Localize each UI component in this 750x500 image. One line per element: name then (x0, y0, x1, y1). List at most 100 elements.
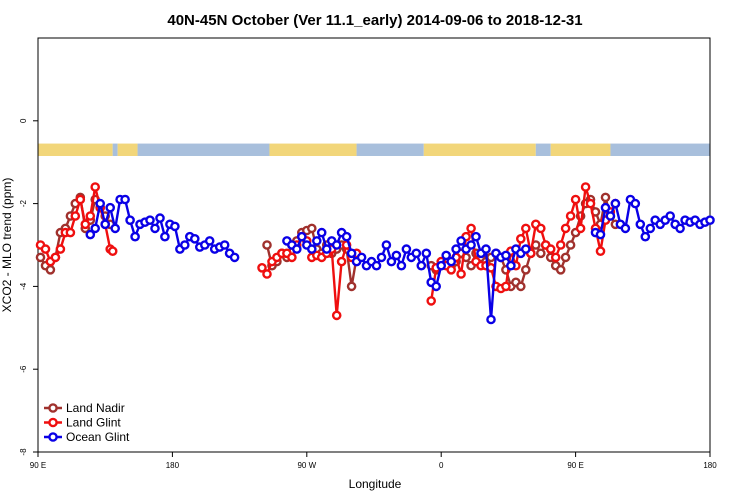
band-segment-ocean (535, 143, 551, 156)
data-point (257, 262, 267, 273)
y-tick-label: -2 (19, 199, 28, 207)
data-point (50, 252, 61, 263)
band-segment-ocean (356, 143, 424, 156)
data-point (120, 194, 130, 205)
data-point (229, 252, 240, 263)
y-tick-label: -6 (19, 365, 28, 373)
data-point (189, 233, 200, 244)
data-point (311, 236, 322, 246)
data-point (150, 223, 160, 234)
data-point (441, 250, 452, 261)
x-tick-label: 0 (439, 461, 444, 470)
data-point (471, 231, 481, 242)
data-point (555, 264, 566, 275)
y-tick-label: -4 (19, 282, 28, 290)
data-point (341, 231, 352, 242)
data-point (331, 240, 342, 250)
data-point (145, 215, 155, 225)
band-segment-land (550, 143, 611, 156)
plot-frame (37, 37, 711, 453)
data-point (665, 211, 676, 221)
data-point (130, 231, 140, 242)
data-point (262, 269, 272, 279)
series-line (430, 186, 617, 302)
series-ocean-glint (85, 194, 715, 325)
data-point (155, 213, 165, 223)
data-point (371, 260, 382, 271)
data-point (45, 264, 56, 275)
data-point (585, 198, 596, 209)
data-point (550, 252, 561, 263)
data-point (501, 281, 511, 292)
x-axis-label: Longitude (349, 477, 402, 491)
series-layer (35, 182, 715, 325)
data-point (640, 231, 651, 242)
data-point (600, 202, 611, 213)
band-segment-land (423, 143, 536, 156)
band-segment-ocean (137, 143, 270, 156)
data-point (536, 223, 546, 234)
data-point (40, 244, 51, 254)
data-point (595, 229, 606, 240)
data-point (481, 244, 491, 254)
data-point (291, 244, 302, 254)
data-point (416, 260, 427, 271)
legend-swatch-marker (48, 403, 58, 413)
band-segment-land (38, 143, 113, 156)
data-point (501, 250, 511, 261)
data-point (456, 236, 466, 246)
data-point (610, 198, 621, 209)
x-tick-label: 180 (703, 461, 717, 470)
data-point (565, 240, 576, 250)
data-point (605, 211, 616, 221)
data-point (466, 240, 476, 250)
y-tick-label: -8 (19, 448, 28, 456)
data-point (675, 223, 685, 234)
data-point (160, 231, 170, 242)
data-point (90, 223, 100, 234)
data-point (446, 256, 457, 267)
data-point (570, 194, 581, 205)
data-point (85, 211, 96, 221)
data-point (396, 260, 407, 271)
x-tick-label: 90 E (30, 461, 46, 470)
chart-title: 40N-45N October (Ver 11.1_early) 2014-09… (167, 12, 582, 29)
data-point (65, 227, 76, 238)
surface-type-band (38, 143, 710, 156)
data-point (555, 240, 566, 250)
band-segment-land (269, 143, 357, 156)
data-point (446, 264, 457, 275)
data-point (386, 256, 397, 267)
data-point (35, 252, 46, 263)
data-point (431, 281, 442, 292)
data-point (620, 223, 631, 234)
legend-swatch-marker (48, 432, 58, 442)
x-tick-label: 90 W (297, 461, 316, 470)
data-point (55, 244, 66, 254)
data-point (346, 248, 357, 259)
data-point (70, 211, 81, 221)
legend-swatch-marker (48, 417, 58, 428)
data-point (331, 310, 342, 321)
data-point (580, 182, 591, 192)
band-segment-land (117, 143, 138, 156)
data-point (635, 219, 646, 230)
data-point (516, 233, 526, 244)
data-point (521, 223, 531, 234)
data-point (451, 244, 461, 254)
data-point (705, 215, 715, 225)
data-point (110, 223, 120, 234)
data-point (421, 248, 432, 259)
data-point (219, 240, 230, 250)
data-point (125, 215, 135, 225)
legend-label: Land Glint (66, 416, 121, 430)
data-point (107, 246, 118, 256)
data-point (545, 244, 556, 254)
band-segment-ocean (112, 143, 118, 156)
data-point (204, 236, 215, 246)
data-point (466, 223, 476, 234)
data-point (95, 198, 105, 209)
